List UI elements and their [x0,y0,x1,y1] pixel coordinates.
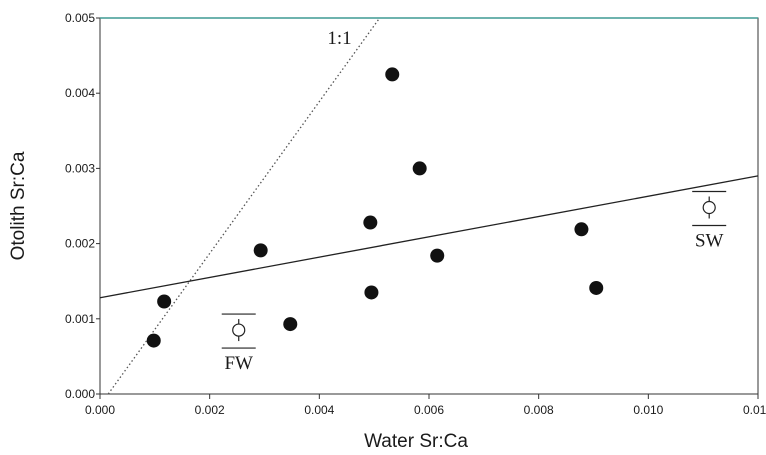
regression-line [99,175,759,299]
plot-background [100,18,758,394]
data-point [283,317,298,332]
y-tick-label: 0.004 [65,86,95,100]
fw-reference-marker: FW [221,313,256,374]
x-tick-label: 0.002 [195,403,225,417]
data-point [574,222,589,237]
sw-reference-marker: SW [692,190,727,252]
y-tick-label: 0.001 [65,312,95,326]
data-point [589,280,604,295]
y-tick-label: 0.003 [65,161,95,175]
one-to-one-label: 1:1 [327,28,351,49]
data-point [412,161,427,176]
x-tick-label: 0.008 [524,403,554,417]
data-point [430,248,445,263]
fw-marker-circle [232,323,246,337]
x-tick-label: 0.000 [85,403,115,417]
ticks-layer: 0.000 0.002 0.004 0.006 0.008 0.010 0.012 0.000… [65,11,766,417]
fw-label: FW [224,353,253,374]
data-point [363,215,378,230]
x-tick-label: 0.006 [414,403,444,417]
y-tick-label: 0.002 [65,237,95,251]
one-to-one-line [107,17,381,395]
points-layer [146,67,604,348]
sw-marker-circle [702,200,716,215]
x-tick-label: 0.010 [633,403,663,417]
data-point [146,333,161,348]
data-point [157,294,172,309]
y-tick-label: 0.005 [65,11,95,25]
data-point [385,67,400,82]
x-tick-label: 0.012 [743,403,766,417]
x-tick-label: 0.004 [304,403,334,417]
data-point [364,285,379,300]
y-axis-label: Otolith Sr:Ca [8,151,29,260]
x-axis-label: Water Sr:Ca [364,431,468,452]
data-point [253,243,268,258]
y-tick-label: 0.000 [65,387,95,401]
sw-label: SW [695,231,724,252]
